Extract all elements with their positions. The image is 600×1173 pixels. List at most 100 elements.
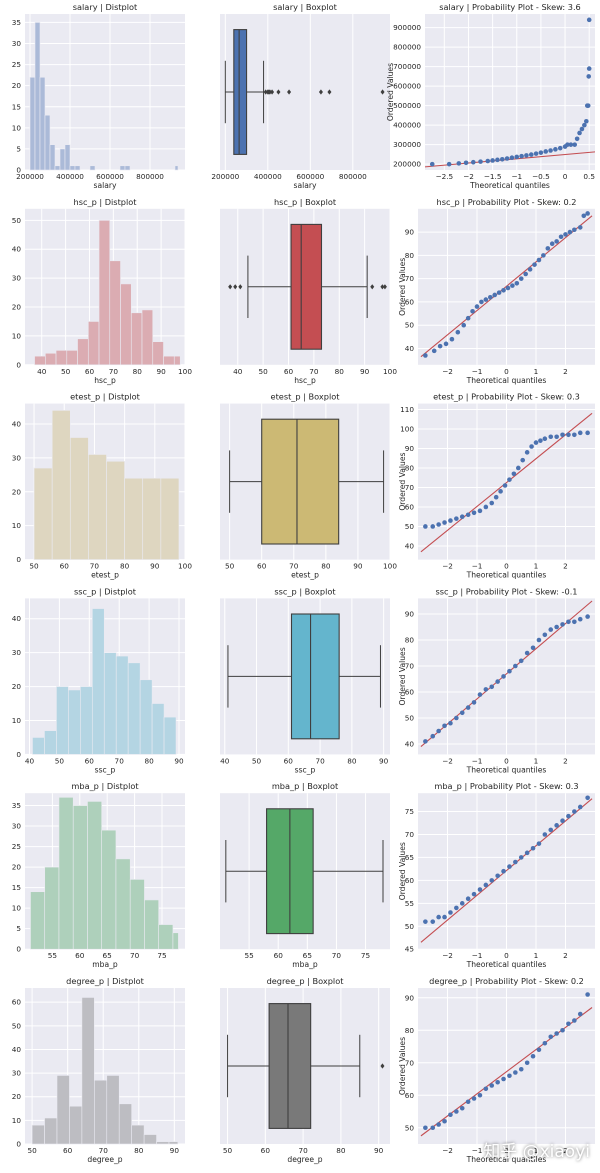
histogram-bar	[143, 1134, 157, 1145]
x-tick-label: 50	[252, 756, 262, 765]
y-tick-label: 200000	[393, 160, 421, 169]
x-tick-label: 2	[563, 1146, 568, 1155]
box-iqr	[233, 29, 248, 155]
quantile-point	[554, 823, 559, 828]
y-tick-label: 40	[12, 1045, 22, 1054]
y-tick-label: 30	[12, 1069, 22, 1078]
quantile-point	[586, 74, 592, 79]
quantile-point	[470, 308, 475, 314]
quantile-point	[523, 271, 528, 277]
quantile-point	[524, 850, 530, 856]
quantile-point	[459, 710, 465, 716]
histogram-bar	[94, 1079, 108, 1145]
quantile-point	[459, 514, 465, 519]
quantile-point	[442, 723, 447, 729]
x-tick-label: −1	[472, 756, 483, 765]
y-tick-label: 15	[12, 883, 21, 892]
quantile-point	[465, 1099, 471, 1105]
y-tick-label: 60	[405, 502, 415, 511]
x-tick-label: −2	[463, 172, 474, 181]
quantile-point	[501, 868, 506, 874]
x-tick-label: 90	[374, 1146, 384, 1155]
y-tick-label: 10	[12, 123, 22, 132]
y-axis-label: Ordered Values	[398, 647, 407, 705]
y-tick-label: 30	[12, 39, 22, 48]
quantile-point	[501, 287, 506, 293]
x-tick-label: 80	[347, 756, 357, 765]
box-outlier	[380, 284, 385, 290]
watermark: 知乎 @xiaoyi	[483, 1142, 590, 1162]
distplot-etest_p: 50 60 70 80 90 100 0 10 20 30 40 etest_p | Distplot…	[12, 392, 193, 580]
quantile-point	[554, 624, 559, 630]
y-tick-label: 40	[12, 245, 22, 254]
y-tick-label: 40	[12, 419, 22, 428]
histogram-bar	[87, 321, 100, 366]
quantile-point	[568, 142, 574, 147]
quantile-point	[430, 1125, 436, 1131]
histogram-bar	[33, 467, 53, 560]
quantile-point	[465, 705, 471, 710]
x-tick-label: 90	[156, 367, 166, 376]
x-tick-label: 200000	[16, 172, 44, 181]
quantile-point	[483, 882, 489, 888]
boxplot-title: ssc_p | Boxplot	[274, 586, 336, 596]
y-tick-label: 35	[12, 18, 21, 27]
quantile-point	[448, 910, 453, 915]
y-tick-label: 60	[405, 297, 415, 306]
quantile-point	[585, 992, 590, 997]
distplot-title: salary | Distplot	[73, 2, 138, 12]
quantile-point	[572, 1018, 577, 1023]
x-tick-label: 60	[261, 1146, 271, 1155]
x-tick-label: −2.5	[435, 172, 453, 181]
box-outlier	[267, 89, 272, 95]
x-tick-label: 80	[321, 562, 331, 571]
quantile-point	[446, 161, 452, 167]
quantile-point	[524, 450, 530, 455]
box-outlier	[238, 284, 243, 290]
histogram-bar	[34, 355, 46, 366]
x-tick-label: 2	[563, 756, 568, 765]
quantile-point	[429, 161, 435, 167]
y-tick-label: 90	[405, 610, 415, 619]
quantile-point	[566, 813, 571, 819]
quantile-point	[459, 1105, 465, 1111]
y-tick-label: 80	[405, 463, 415, 472]
quantile-point	[489, 1083, 495, 1088]
quantile-point	[511, 471, 517, 477]
x-tick-label: −1	[472, 367, 483, 376]
histogram-bar	[156, 1141, 170, 1145]
histogram-bar	[51, 410, 71, 560]
probplot-title: degree_p | Probability Plot - Skew: 0.2	[429, 976, 584, 986]
quantile-point	[530, 1053, 536, 1059]
x-tick-label: 40	[220, 756, 230, 765]
y-tick-label: 15	[12, 102, 21, 111]
x-tick-label: 80	[134, 1146, 144, 1155]
y-axis-label: Ordered Values	[398, 258, 407, 316]
x-tick-label: 80	[133, 367, 143, 376]
y-tick-label: 60	[405, 688, 415, 697]
boxplot-title: degree_p | Boxplot	[267, 976, 345, 986]
quantile-point	[489, 878, 495, 883]
x-tick-label: 65	[303, 951, 312, 960]
distplot-salary: 200000 400000 600000 800000 0 5 10 15 20 25 30 35 sa…	[12, 2, 185, 190]
quantile-point	[518, 276, 524, 281]
x-tick-label: 200000	[211, 172, 239, 181]
x-axis-label: mba_p	[292, 960, 318, 969]
x-axis-label: Theoretical quantiles	[466, 960, 547, 969]
quantile-point	[563, 232, 568, 237]
quantile-point	[566, 432, 571, 438]
quantile-point	[572, 619, 577, 625]
quantile-point	[514, 154, 520, 160]
x-axis-label: Theoretical quantiles	[469, 181, 550, 190]
x-axis-label: Theoretical quantiles	[466, 571, 547, 580]
histogram-bar	[91, 608, 105, 755]
quantile-point	[510, 283, 515, 288]
x-tick-label: −1.5	[484, 172, 502, 181]
histogram-bar	[44, 114, 51, 171]
quantile-point	[509, 155, 515, 161]
quantile-point	[479, 299, 484, 305]
quantile-point	[495, 157, 500, 163]
y-tick-label: 75	[405, 807, 414, 816]
y-tick-label: 20	[12, 487, 22, 496]
quantile-point	[536, 637, 542, 643]
